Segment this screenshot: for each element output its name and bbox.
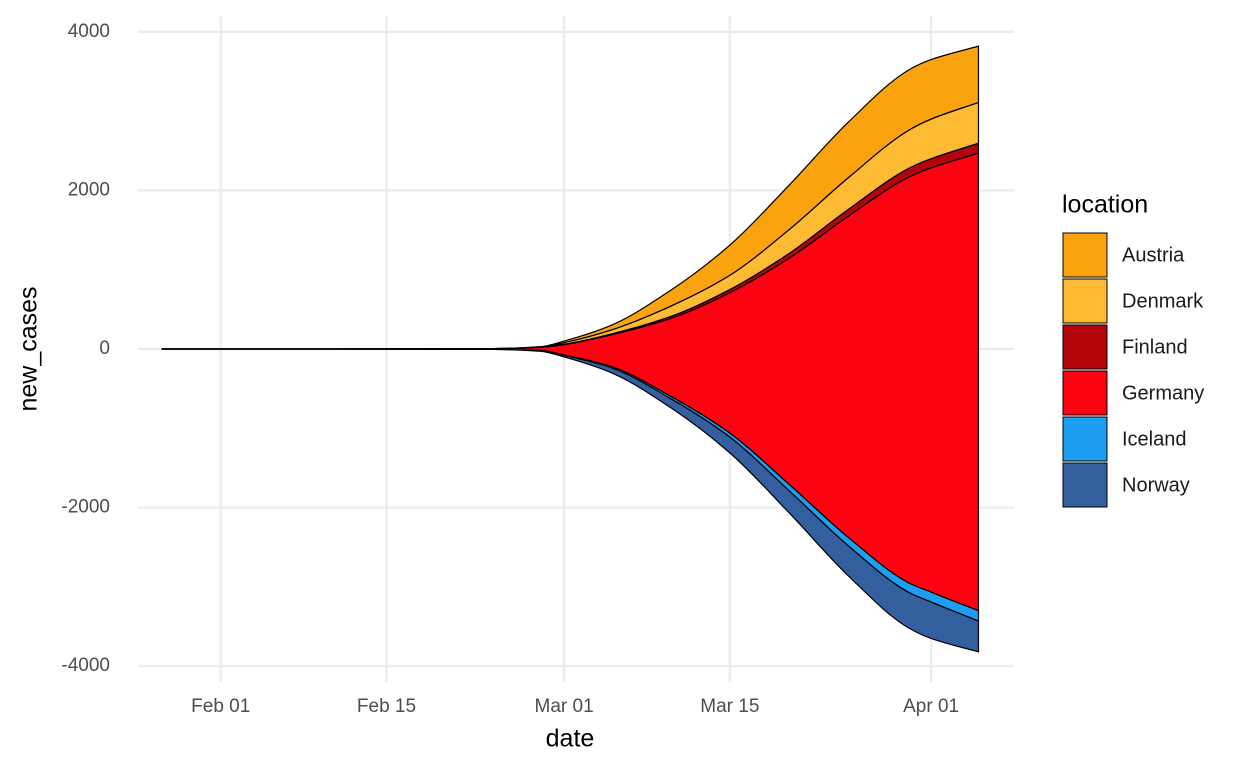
x-axis-title: date <box>546 725 595 753</box>
x-tick-label: Feb 01 <box>191 696 250 717</box>
legend-swatch <box>1062 416 1108 462</box>
y-tick-label: 0 <box>99 338 110 359</box>
x-tick-label: Feb 15 <box>357 696 416 717</box>
layers <box>161 45 980 653</box>
labels: -4000 -2000 0 2000 4000 Feb 01 Feb 15 Mar 01 Mar… <box>61 21 959 717</box>
legend-label: Austria <box>1122 244 1185 266</box>
legend-title: location <box>1062 191 1148 219</box>
legend-swatch <box>1062 278 1108 324</box>
x-tick-label: Apr 01 <box>903 696 959 717</box>
legend-swatch <box>1062 232 1108 278</box>
x-tick-label: Mar 15 <box>700 696 759 717</box>
legend-label: Denmark <box>1122 290 1204 312</box>
y-tick-label: 2000 <box>68 179 110 200</box>
y-axis-title: new_cases <box>15 286 43 411</box>
legend-swatch <box>1062 324 1108 370</box>
y-tick-label: 4000 <box>68 21 110 42</box>
x-tick-label: Mar 01 <box>535 696 594 717</box>
legend: Austria Denmark Finland Germany Iceland Norwa… <box>1062 232 1204 508</box>
legend-label: Iceland <box>1122 428 1187 450</box>
stream-layer <box>161 45 980 350</box>
legend-label: Norway <box>1122 474 1190 496</box>
y-tick-label: -4000 <box>61 655 110 676</box>
legend-swatch <box>1062 462 1108 508</box>
legend-swatch <box>1062 370 1108 416</box>
y-tick-label: -2000 <box>61 497 110 518</box>
stream-layer <box>161 152 980 612</box>
legend-label: Finland <box>1122 336 1188 358</box>
legend-label: Germany <box>1122 382 1204 404</box>
